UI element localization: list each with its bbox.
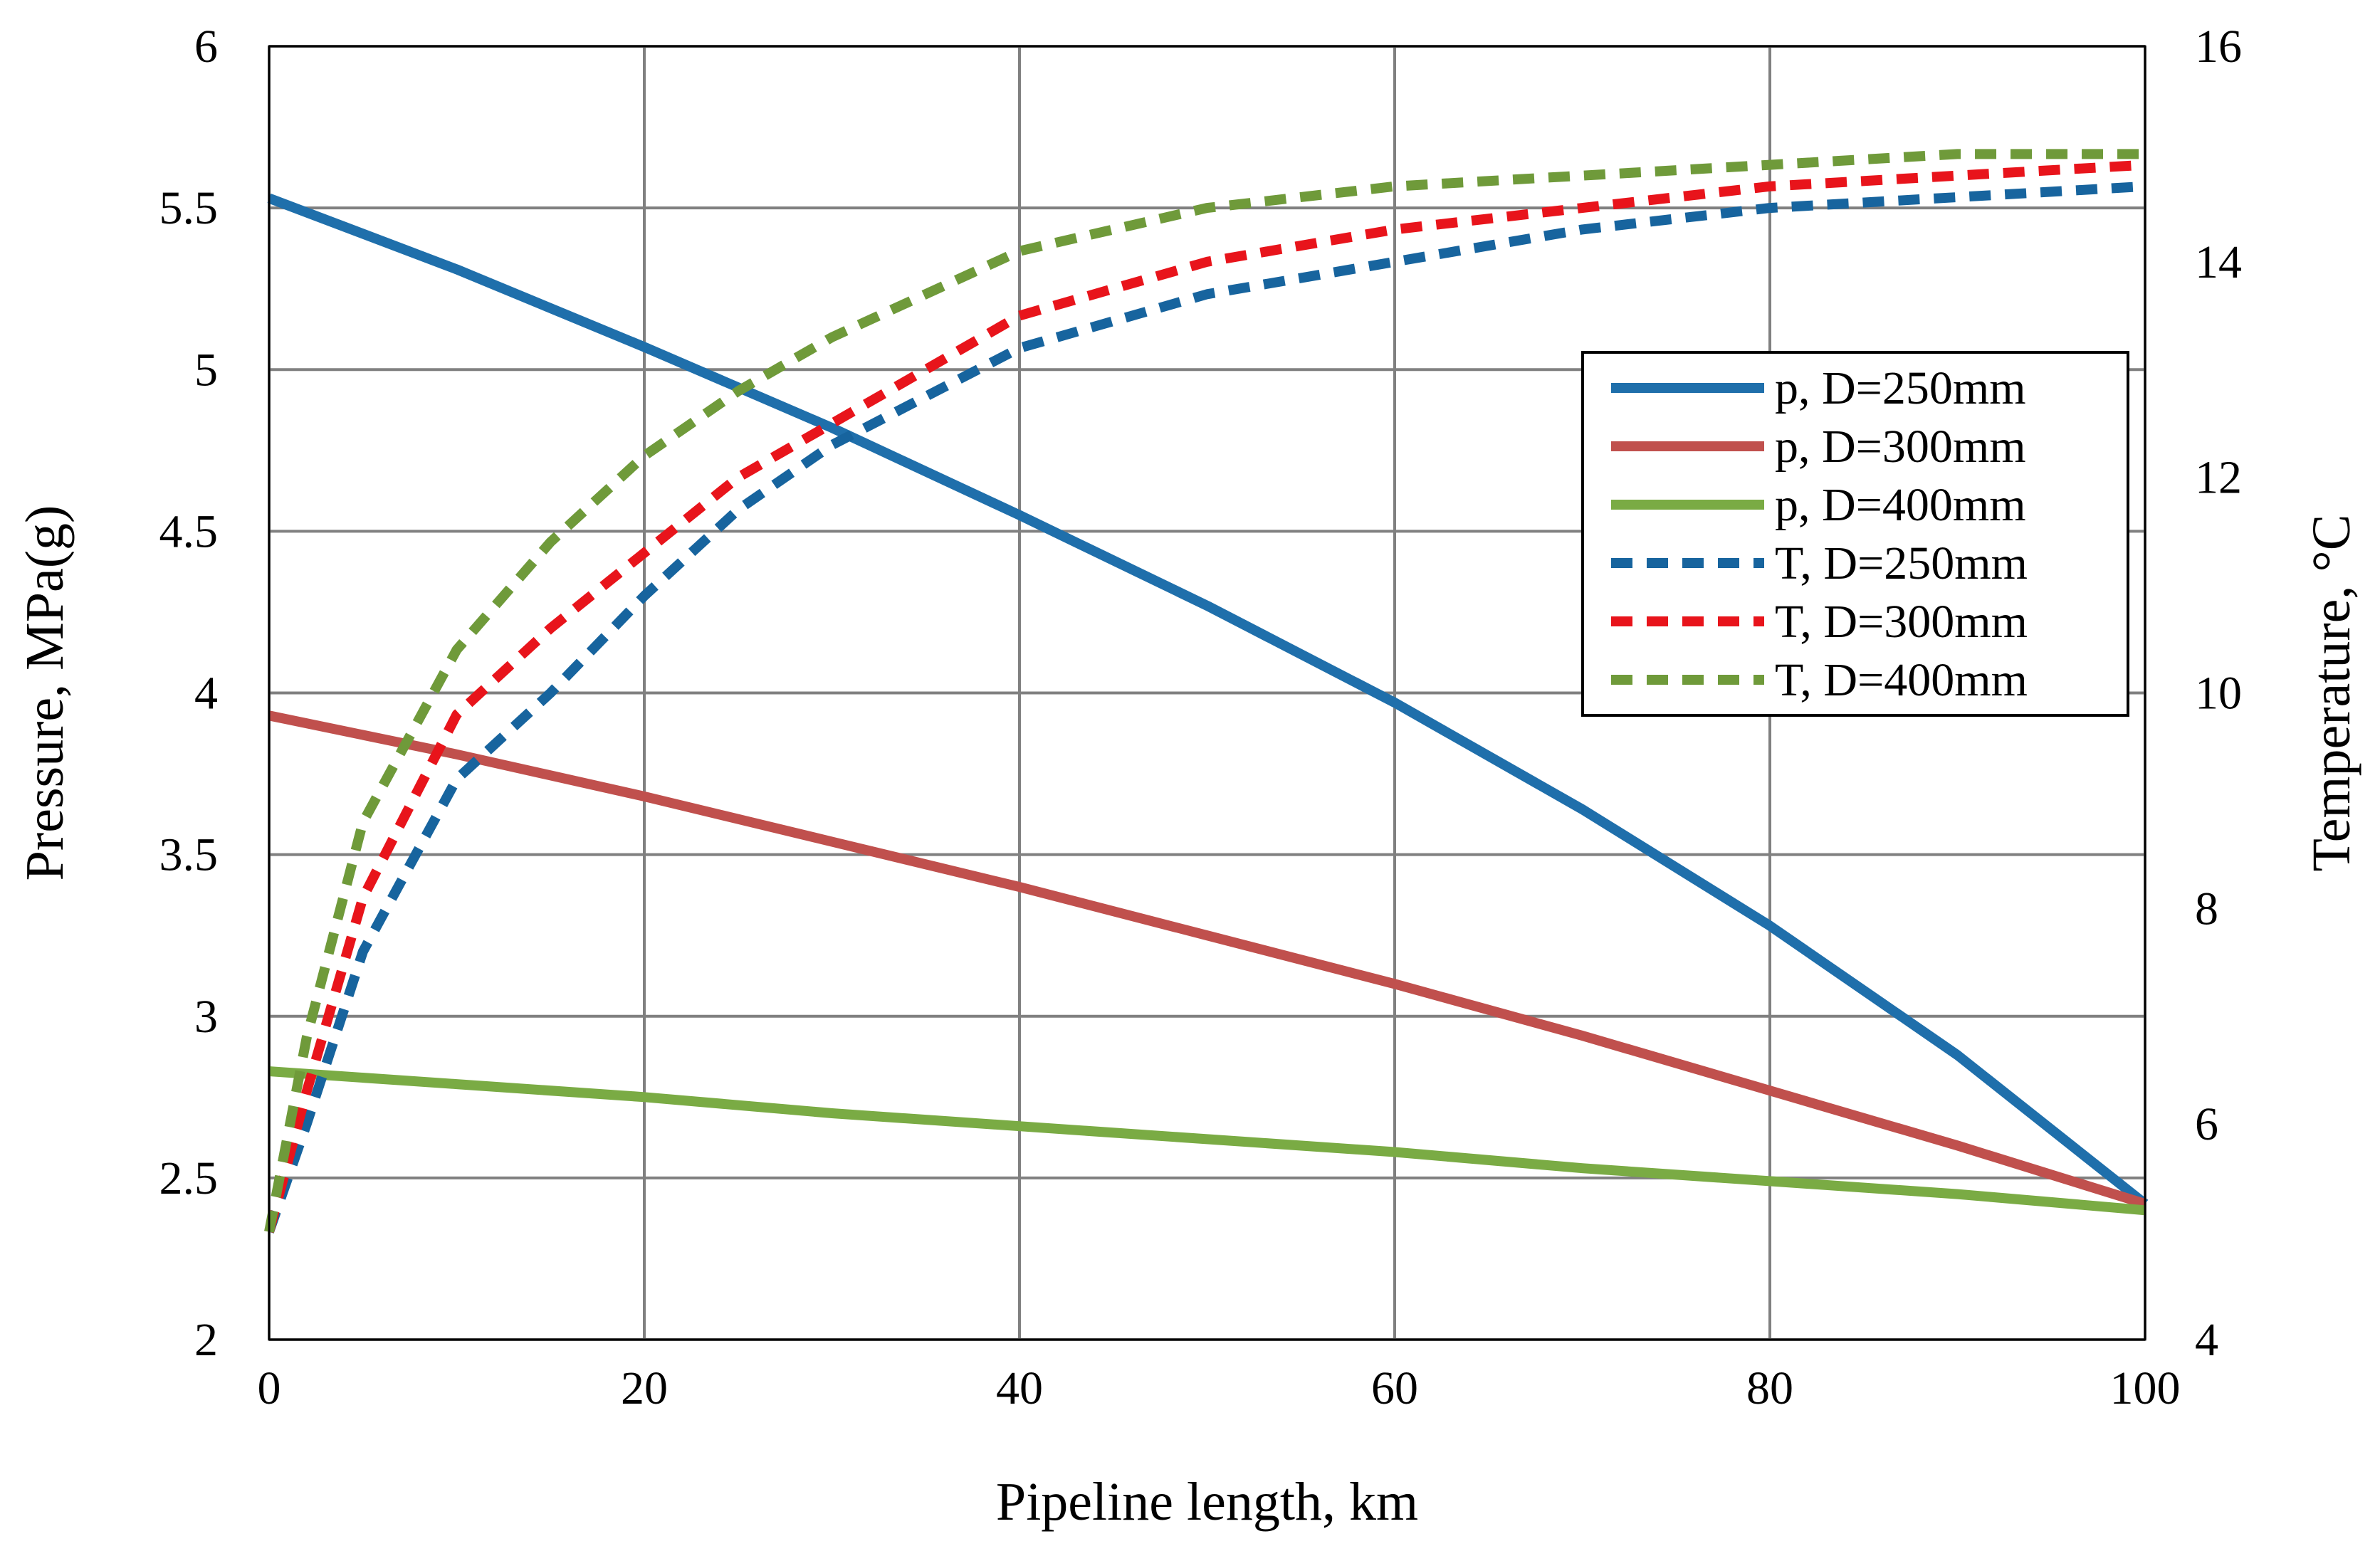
- y-tick-label: 3.5: [159, 829, 219, 881]
- legend-label-3: T, D=250mm: [1775, 537, 2028, 589]
- series-line-2: [268, 1066, 2146, 1216]
- series-lines: [264, 149, 2149, 1234]
- plot-frame: [268, 45, 2146, 1341]
- y2-tick-label: 4: [2195, 1314, 2218, 1366]
- legend-box: [1581, 351, 2129, 717]
- y2-tick-label: 12: [2195, 452, 2242, 504]
- y-tick-label: 5.5: [159, 182, 219, 234]
- legend-label-5: T, D=400mm: [1775, 654, 2028, 706]
- legend-label-0: p, D=250mm: [1775, 362, 2026, 414]
- y-axis-title: Pressure, MPa(g): [15, 505, 75, 881]
- y2-tick-label: 16: [2195, 21, 2242, 73]
- x-tick-label: 60: [1371, 1362, 1418, 1414]
- y-tick-label: 2.5: [159, 1152, 219, 1204]
- legend-label-4: T, D=300mm: [1775, 596, 2028, 648]
- y2-tick-label: 10: [2195, 668, 2242, 720]
- series-line-0: [267, 193, 2149, 1208]
- y2-tick-labels: 4 6 8 10 12 14 16: [2195, 21, 2242, 1366]
- y-tick-label: 4: [194, 668, 218, 720]
- x-tick-label: 80: [1746, 1362, 1793, 1414]
- y2-axis-title: Temperature, °C: [2302, 515, 2361, 872]
- x-axis-title: Pipeline length, km: [996, 1472, 1418, 1532]
- y-tick-label: 3: [194, 991, 218, 1043]
- legend: p, D=250mm p, D=300mm p, D=400mm T, D=250mm…: [1581, 351, 2129, 717]
- series-line-5: [264, 149, 2145, 1233]
- y-tick-labels: 2 2.5 3 3.5 4 4.5 5 5.5 6: [159, 21, 219, 1366]
- x-tick-label: 100: [2110, 1362, 2181, 1414]
- legend-label-1: p, D=300mm: [1775, 421, 2026, 473]
- x-tick-label: 0: [258, 1362, 281, 1414]
- y2-tick-label: 8: [2195, 883, 2218, 935]
- y2-tick-label: 14: [2195, 236, 2242, 288]
- series-line-3: [264, 181, 2146, 1234]
- series-line-1: [268, 710, 2147, 1209]
- y-tick-label: 5: [194, 344, 218, 396]
- y-tick-label: 4.5: [159, 505, 219, 557]
- x-tick-label: 40: [996, 1362, 1043, 1414]
- legend-items: p, D=250mm p, D=300mm p, D=400mm T, D=250mm…: [1611, 362, 2028, 706]
- x-tick-labels: 0 20 40 60 80 100: [258, 1362, 2181, 1414]
- x-tick-label: 20: [621, 1362, 668, 1414]
- y-tick-label: 2: [194, 1314, 218, 1366]
- y2-tick-label: 6: [2195, 1098, 2218, 1150]
- legend-label-2: p, D=400mm: [1775, 479, 2026, 531]
- y-tick-label: 6: [194, 21, 218, 73]
